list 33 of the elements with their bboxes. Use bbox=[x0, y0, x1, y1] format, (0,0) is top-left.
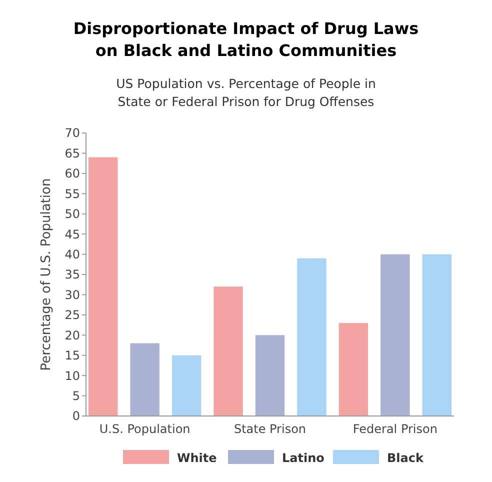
y-tick-label: 60 bbox=[64, 166, 80, 181]
bar bbox=[422, 254, 452, 416]
y-tick-label: 30 bbox=[64, 288, 80, 302]
y-tick-label: 55 bbox=[64, 186, 80, 201]
bar bbox=[255, 335, 285, 416]
y-tick-label: 5 bbox=[72, 388, 80, 403]
y-tick-label: 20 bbox=[64, 328, 80, 342]
bar bbox=[297, 258, 326, 416]
y-tick-label: 65 bbox=[64, 146, 80, 160]
chart-title: Disproportionate Impact of Drug Laws on Black and Latino Communities bbox=[73, 19, 419, 60]
bar bbox=[130, 343, 160, 416]
y-tick-label: 25 bbox=[64, 308, 80, 322]
x-tick-label: U.S. Population bbox=[99, 422, 190, 436]
bar bbox=[88, 157, 118, 416]
chart-subtitle: US Population vs. Percentage of People in State or Federal Prison for Drug Offenses bbox=[116, 76, 376, 109]
y-tick-label: 35 bbox=[64, 268, 80, 282]
legend-label: White bbox=[177, 451, 217, 466]
y-tick-label: 40 bbox=[64, 247, 80, 262]
y-tick-label: 10 bbox=[64, 368, 80, 383]
legend-label: Latino bbox=[282, 451, 324, 466]
x-tick-label: State Prison bbox=[234, 422, 306, 436]
bar bbox=[380, 254, 410, 416]
legend-label: Black bbox=[387, 451, 424, 466]
y-tick-label: 15 bbox=[64, 348, 80, 363]
bar bbox=[214, 286, 243, 416]
y-tick-label: 70 bbox=[64, 126, 80, 140]
bar bbox=[172, 355, 202, 416]
y-axis-title: Percentage of U.S. Population bbox=[39, 178, 54, 371]
y-tick-label: 45 bbox=[64, 227, 80, 242]
bar bbox=[338, 323, 368, 416]
x-tick-label: Federal Prison bbox=[352, 422, 438, 436]
y-tick-label: 0 bbox=[72, 409, 80, 424]
y-tick-label: 50 bbox=[64, 207, 80, 222]
